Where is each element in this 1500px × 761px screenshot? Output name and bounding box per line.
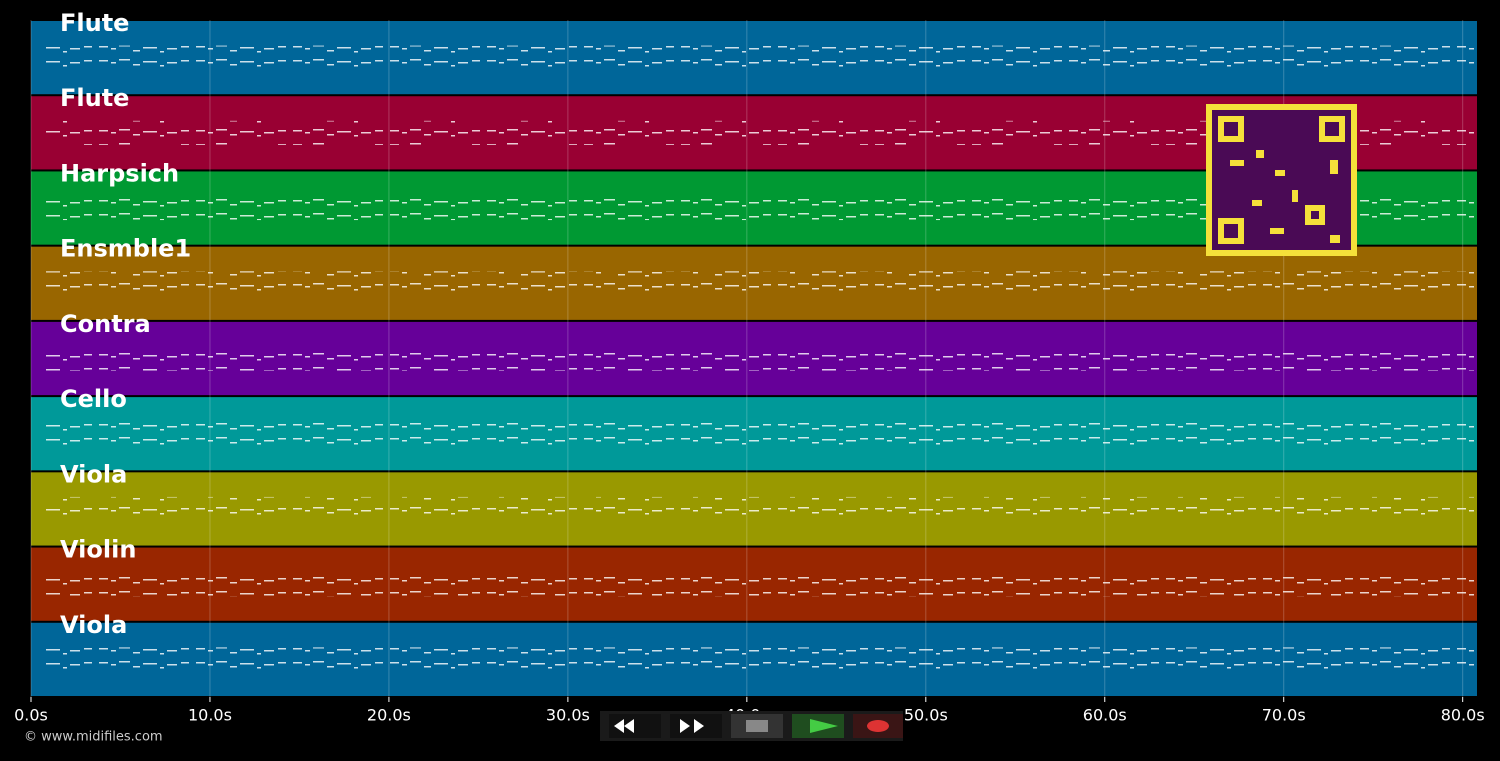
tick-label: 20.0s xyxy=(367,706,411,725)
note-strip xyxy=(43,346,1477,371)
note-strip xyxy=(43,572,1477,597)
tick-label: 30.0s xyxy=(546,706,590,725)
tick-label: 60.0s xyxy=(1083,706,1127,725)
tick-label: 70.0s xyxy=(1262,706,1306,725)
tick-label: 0.0s xyxy=(14,706,48,725)
track-name: Contra xyxy=(60,310,151,338)
transport-controls xyxy=(600,711,903,741)
track-name: Viola xyxy=(60,460,127,488)
note-strip xyxy=(43,45,1477,70)
track-name: Cello xyxy=(60,385,127,413)
track-name: Ensmble1 xyxy=(60,235,191,263)
track-name: Harpsich xyxy=(60,159,179,187)
note-strip xyxy=(43,271,1477,296)
qr-code xyxy=(1206,104,1357,256)
copyright: © www.midifiles.com xyxy=(24,730,163,745)
note-strip xyxy=(43,496,1477,521)
note-strip xyxy=(43,647,1477,672)
stop-button[interactable] xyxy=(731,714,783,738)
play-button[interactable] xyxy=(792,714,844,738)
track-name: Flute xyxy=(60,9,129,37)
track-name: Flute xyxy=(60,84,129,112)
track-name: Violin xyxy=(60,536,136,564)
track-name: Viola xyxy=(60,611,127,639)
tick-label: 50.0s xyxy=(904,706,948,725)
tick-label: 10.0s xyxy=(188,706,232,725)
grid xyxy=(30,20,1464,697)
rewind-button[interactable] xyxy=(609,714,661,738)
note-strip xyxy=(43,421,1477,446)
record-button[interactable] xyxy=(853,714,903,738)
tick-label: 80.0s xyxy=(1441,706,1485,725)
fast-forward-button[interactable] xyxy=(670,714,722,738)
lanes: Flute Flute Harpsich Ensmble1 Contra Cello Vio… xyxy=(31,9,1477,696)
